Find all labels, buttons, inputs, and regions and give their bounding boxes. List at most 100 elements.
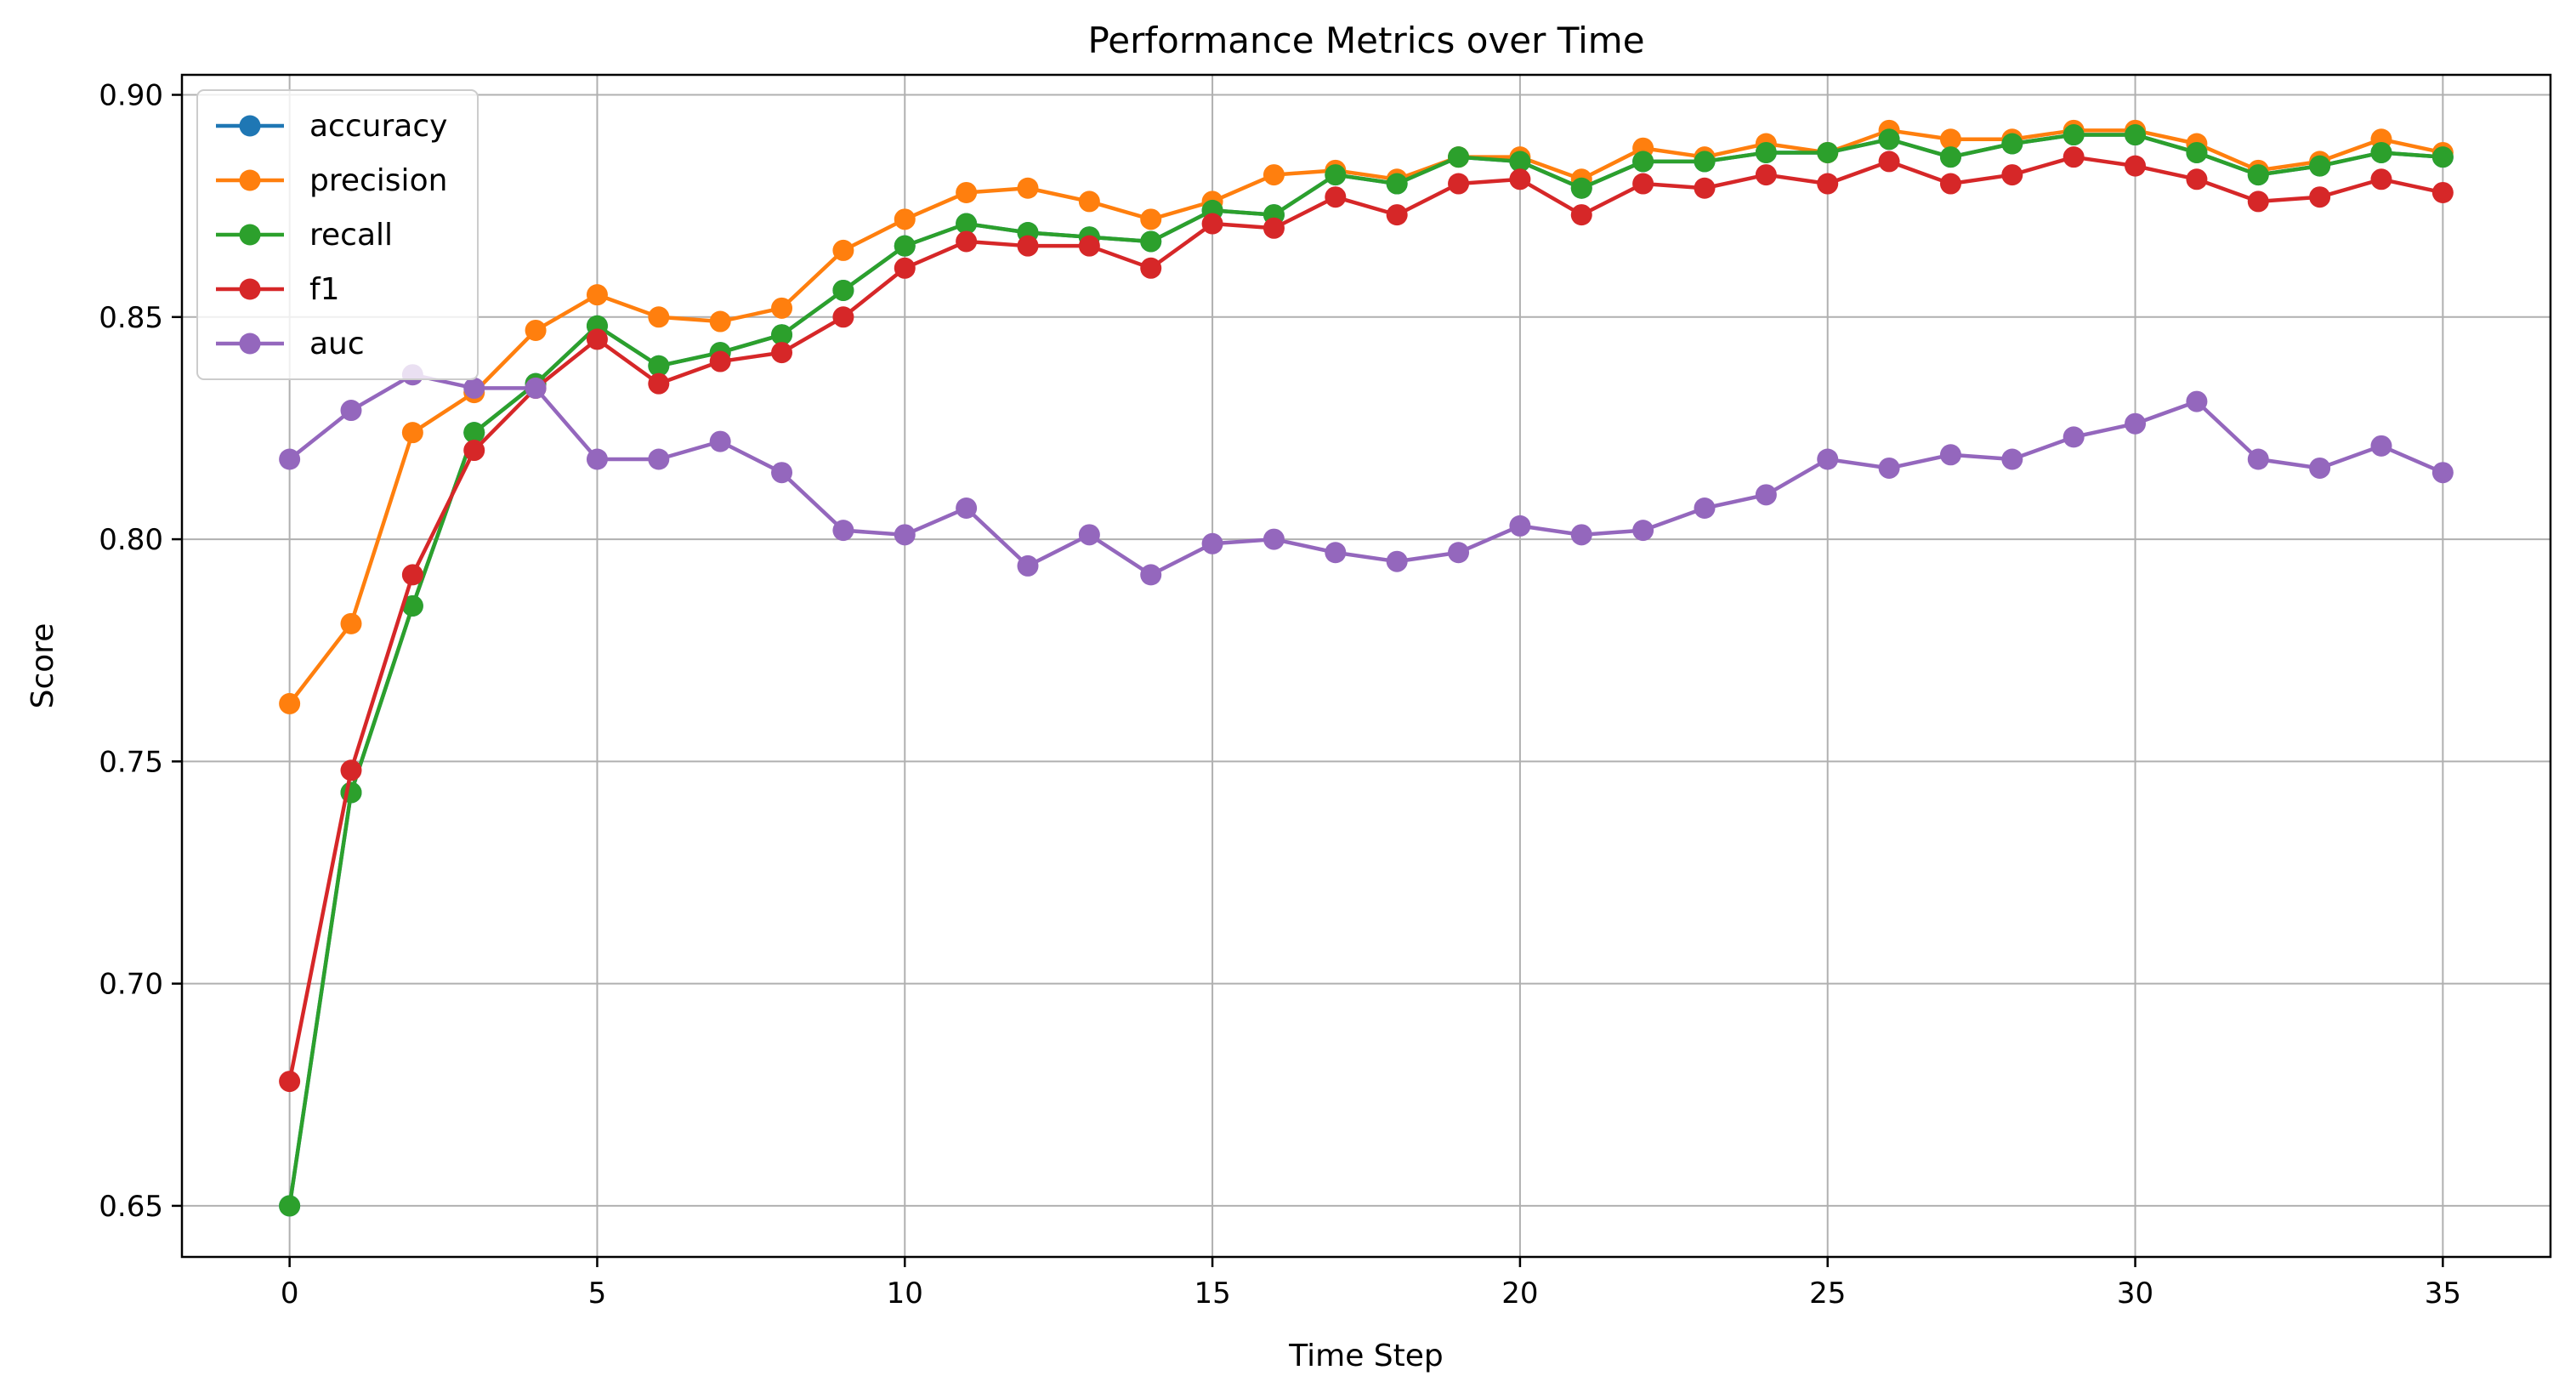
f1-point	[2125, 155, 2147, 177]
auc-point	[2309, 457, 2331, 479]
recall-point	[2186, 141, 2208, 163]
precision-point	[771, 297, 793, 319]
legend-item-f1: f1	[216, 272, 340, 307]
recall-point	[956, 213, 978, 235]
precision-point	[279, 692, 301, 714]
recall-point	[1817, 141, 1839, 163]
y-tick-label: 0.80	[99, 523, 163, 557]
f1-point	[2001, 164, 2023, 186]
f1-point	[832, 306, 854, 328]
recall-point	[401, 594, 423, 617]
f1-point	[894, 257, 916, 279]
recall-point	[1448, 146, 1470, 168]
f1-point	[463, 440, 485, 462]
x-tick-label: 5	[588, 1276, 607, 1311]
auc-point	[1694, 497, 1716, 519]
auc-point	[2001, 448, 2023, 470]
legend-label: f1	[309, 272, 340, 307]
f1-line	[287, 155, 2443, 1083]
x-axis-title: Time Step	[1288, 1339, 1444, 1373]
precision-point	[586, 284, 608, 306]
f1-point	[709, 350, 731, 372]
auc-point	[1570, 524, 1592, 546]
f1-point	[1078, 235, 1100, 257]
recall-point	[463, 422, 485, 444]
auc-point	[2125, 412, 2147, 435]
f1-point	[1325, 186, 1347, 208]
recall-point	[648, 355, 670, 377]
f1-point	[1386, 204, 1408, 226]
y-tick-label: 0.75	[99, 745, 163, 779]
f1-point	[2247, 190, 2269, 213]
legend-label: precision	[309, 163, 447, 198]
auc-point	[1632, 520, 1654, 542]
recall-point	[1570, 177, 1592, 199]
recall-point	[1325, 164, 1347, 186]
recall-point	[2370, 141, 2392, 163]
precision-line	[287, 128, 2443, 705]
precision-point	[1078, 190, 1100, 213]
legend-swatch-marker	[239, 115, 261, 137]
f1-point	[771, 342, 793, 364]
f1-point	[1509, 168, 1531, 190]
series-f1	[279, 146, 2454, 1093]
legend-swatch-marker	[239, 278, 261, 300]
auc-point	[1817, 448, 1839, 470]
f1-point	[2186, 168, 2208, 190]
precision-point	[894, 208, 916, 230]
auc-point	[1509, 515, 1531, 537]
plot-frame	[180, 73, 2552, 1259]
f1-point	[2370, 168, 2392, 190]
legend-label: auc	[309, 327, 365, 361]
legend: accuracy precision recall f1 auc	[196, 89, 479, 380]
legend-item-precision: precision	[216, 163, 447, 198]
legend-swatch-marker	[239, 169, 261, 191]
legend-swatch-marker	[239, 224, 261, 246]
auc-point	[1448, 542, 1470, 564]
y-axis: 0.65 0.70 0.75 0.80 0.85 0.90	[99, 79, 182, 1224]
auc-point	[279, 448, 301, 470]
auc-point	[2063, 426, 2085, 448]
auc-point	[1939, 444, 1961, 466]
x-tick-label: 25	[1809, 1276, 1846, 1311]
x-tick-label: 20	[1501, 1276, 1538, 1311]
recall-point	[2247, 164, 2269, 186]
series-recall	[279, 124, 2454, 1217]
recall-point	[1694, 151, 1716, 173]
auc-point	[1078, 524, 1100, 546]
auc-point	[709, 430, 731, 452]
grid	[182, 75, 2550, 1257]
recall-point	[1509, 151, 1531, 173]
series-auc	[279, 364, 2454, 586]
legend-item-recall: recall	[216, 218, 393, 253]
f1-point	[1755, 164, 1777, 186]
recall-point	[1632, 151, 1654, 173]
recall-point	[894, 235, 916, 257]
y-tick-label: 0.65	[99, 1190, 163, 1224]
x-axis: 0 5 10 15 20 25 30 35	[281, 1257, 2461, 1311]
precision-point	[1017, 177, 1039, 199]
auc-line	[288, 372, 2444, 577]
auc-point	[1017, 554, 1039, 577]
legend-label: recall	[309, 218, 393, 253]
legend-item-auc: auc	[216, 327, 365, 361]
f1-point	[648, 372, 670, 395]
y-tick-label: 0.85	[99, 301, 163, 335]
recall-point	[2431, 146, 2454, 168]
f1-point	[1939, 173, 1961, 195]
x-tick-label: 35	[2425, 1276, 2461, 1311]
auc-point	[2431, 462, 2454, 484]
precision-point	[401, 422, 423, 444]
precision-point	[1262, 164, 1285, 186]
auc-point	[463, 377, 485, 399]
precision-point	[340, 612, 362, 634]
series-layer	[279, 119, 2454, 1217]
precision-point	[832, 239, 854, 261]
recall-point	[279, 1195, 301, 1217]
legend-item-accuracy: accuracy	[216, 109, 447, 144]
y-tick-label: 0.70	[99, 968, 163, 1002]
x-tick-label: 0	[281, 1276, 299, 1311]
precision-point	[525, 319, 547, 341]
recall-point	[2001, 133, 2023, 155]
